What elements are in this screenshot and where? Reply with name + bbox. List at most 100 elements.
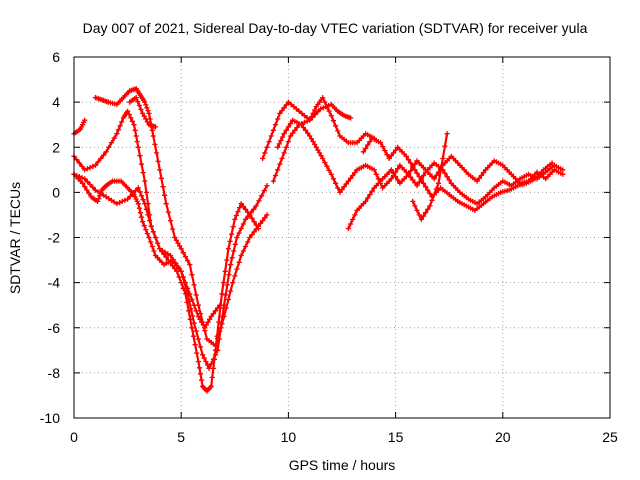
data-point (343, 181, 349, 187)
data-point (217, 328, 223, 334)
data-point (278, 137, 284, 144)
data-point (367, 139, 373, 145)
data-point (136, 205, 142, 211)
data-point (221, 313, 227, 320)
data-point (207, 316, 213, 322)
data-point (276, 141, 282, 147)
data-point (160, 184, 166, 190)
data-point (222, 268, 228, 274)
data-point (270, 127, 276, 133)
data-point (240, 203, 246, 210)
data-point (143, 227, 149, 233)
data-point (144, 105, 150, 111)
data-point (232, 241, 238, 247)
data-point (438, 168, 444, 174)
data-point (410, 198, 416, 204)
data-point (480, 170, 487, 176)
data-point (173, 237, 179, 243)
data-point (202, 328, 208, 334)
data-point (390, 150, 397, 156)
data-point (416, 212, 422, 218)
data-point (216, 319, 222, 325)
data-point (268, 133, 274, 139)
data-point (350, 172, 356, 179)
data-point (191, 320, 197, 326)
data-point (283, 144, 289, 150)
data-point (187, 316, 193, 322)
data-point (290, 130, 296, 136)
data-point (149, 127, 155, 133)
data-point (131, 122, 137, 128)
data-point (188, 306, 194, 312)
data-point (162, 192, 168, 198)
data-point (323, 104, 329, 110)
data-point (412, 167, 418, 173)
data-point (178, 268, 184, 274)
data-point (79, 175, 85, 181)
data-point (390, 170, 397, 176)
data-point (146, 110, 152, 116)
data-point (360, 149, 366, 155)
data-point (296, 108, 302, 114)
data-point (365, 142, 371, 148)
data-point (197, 344, 204, 350)
data-point (137, 153, 143, 159)
y-tick-label: -2 (48, 230, 61, 246)
data-point (206, 365, 212, 371)
data-point (238, 225, 244, 232)
data-point (322, 159, 328, 166)
data-point (152, 234, 159, 241)
data-point (395, 166, 401, 172)
data-traces (72, 87, 564, 392)
data-point (119, 119, 125, 125)
data-point (363, 198, 369, 204)
data-point (151, 248, 157, 254)
data-point (264, 212, 270, 218)
data-point (226, 272, 232, 278)
data-point (335, 128, 341, 134)
data-point (125, 196, 131, 202)
data-point (84, 179, 90, 185)
data-point (308, 136, 314, 142)
data-point (312, 141, 318, 147)
data-point (348, 115, 354, 121)
data-point (260, 155, 266, 162)
data-point (103, 149, 109, 155)
data-point (313, 144, 319, 150)
data-point (312, 107, 318, 113)
data-point (279, 155, 285, 162)
data-point (264, 183, 270, 189)
data-point (203, 322, 209, 328)
data-point (279, 108, 285, 114)
data-point (212, 352, 219, 358)
data-point (240, 248, 246, 254)
data-point (227, 238, 233, 244)
data-point (287, 133, 294, 139)
data-point (82, 184, 88, 190)
x-tick-labels: 0 5 10 15 20 25 (70, 429, 618, 445)
y-tick-label: 2 (52, 139, 60, 155)
data-point (320, 95, 326, 101)
data-point (135, 99, 141, 105)
data-point (227, 288, 234, 294)
data-point (348, 221, 354, 227)
data-point (248, 210, 254, 216)
data-point (150, 229, 156, 235)
data-point (138, 214, 145, 220)
data-point (182, 280, 189, 286)
data-point (165, 209, 171, 215)
data-point (230, 224, 236, 230)
data-point (260, 218, 266, 224)
data-point (478, 172, 484, 179)
data-point (197, 371, 204, 377)
data-point (108, 197, 115, 203)
data-point (423, 184, 429, 190)
x-axis-label: GPS time / hours (289, 457, 396, 473)
data-point (145, 212, 151, 218)
data-point (210, 311, 216, 317)
data-point (352, 170, 358, 176)
data-point (442, 170, 448, 176)
data-point (335, 185, 341, 191)
data-point (272, 122, 279, 128)
